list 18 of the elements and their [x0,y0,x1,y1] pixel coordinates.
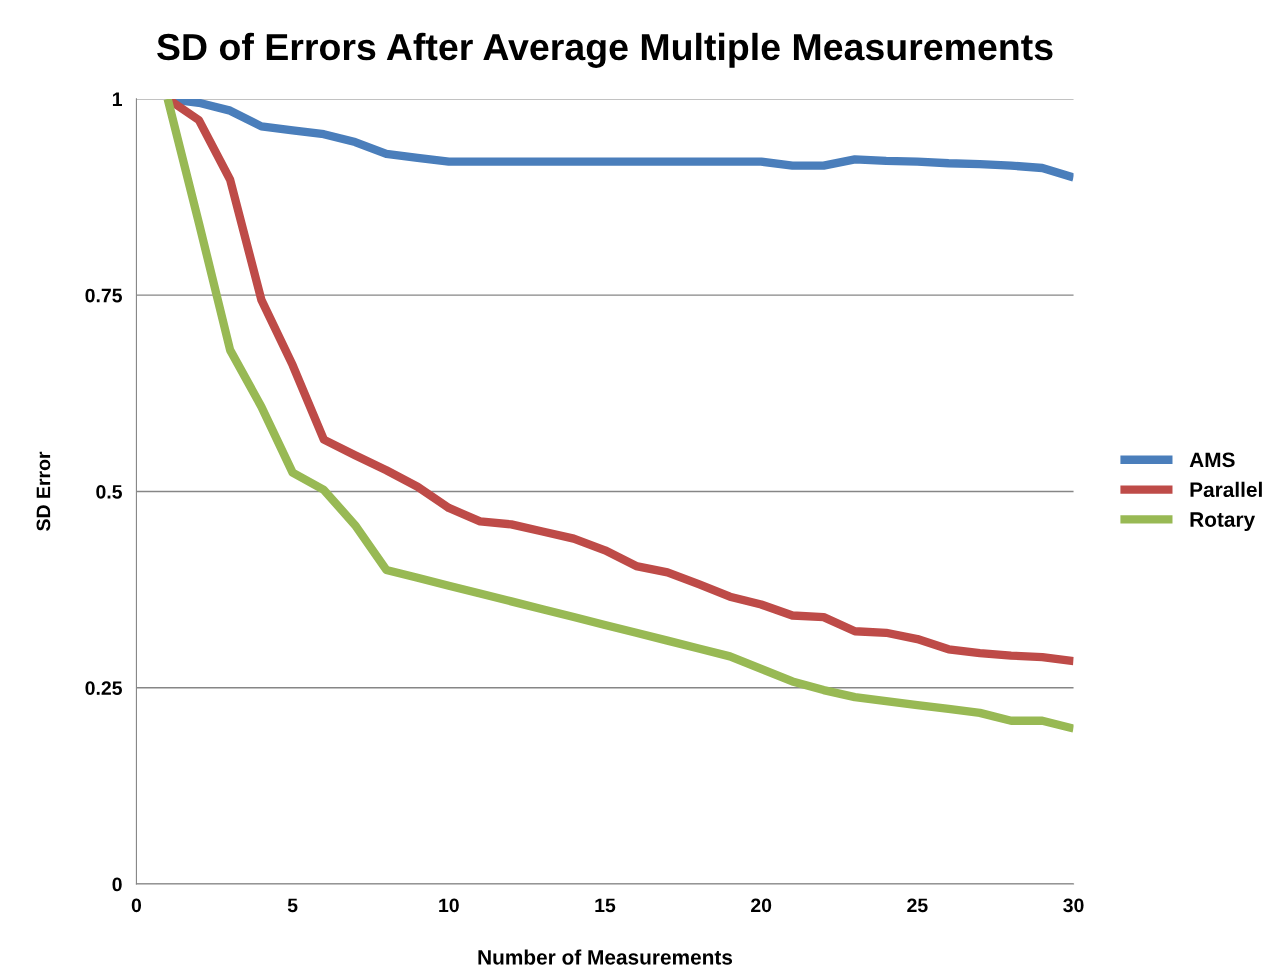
x-tick-label: 5 [287,898,298,913]
legend-label: Rotary [1190,512,1256,532]
legend-label: AMS [1189,452,1235,468]
y-tick-label: 0.75 [85,288,122,303]
y-tick-label: 1 [112,92,122,106]
y-tick-label: 0.5 [96,484,122,499]
x-axis-title: Number of Measurements [478,949,733,965]
x-tick-label: 30 [1063,898,1084,913]
x-tick-label: 0 [131,898,142,913]
legend-label: Parallel [1190,481,1262,498]
y-tick-label: 0 [112,877,122,892]
y-tick-label: 0.25 [85,681,122,695]
x-tick-label: 15 [595,898,616,913]
y-axis-title: SD Error [36,451,51,531]
x-tick-label: 25 [907,898,928,913]
chart-title: SD of Errors After Average Multiple Measurements [157,32,1053,68]
x-tick-label: 10 [439,898,459,913]
x-tick-label: 20 [751,898,772,913]
